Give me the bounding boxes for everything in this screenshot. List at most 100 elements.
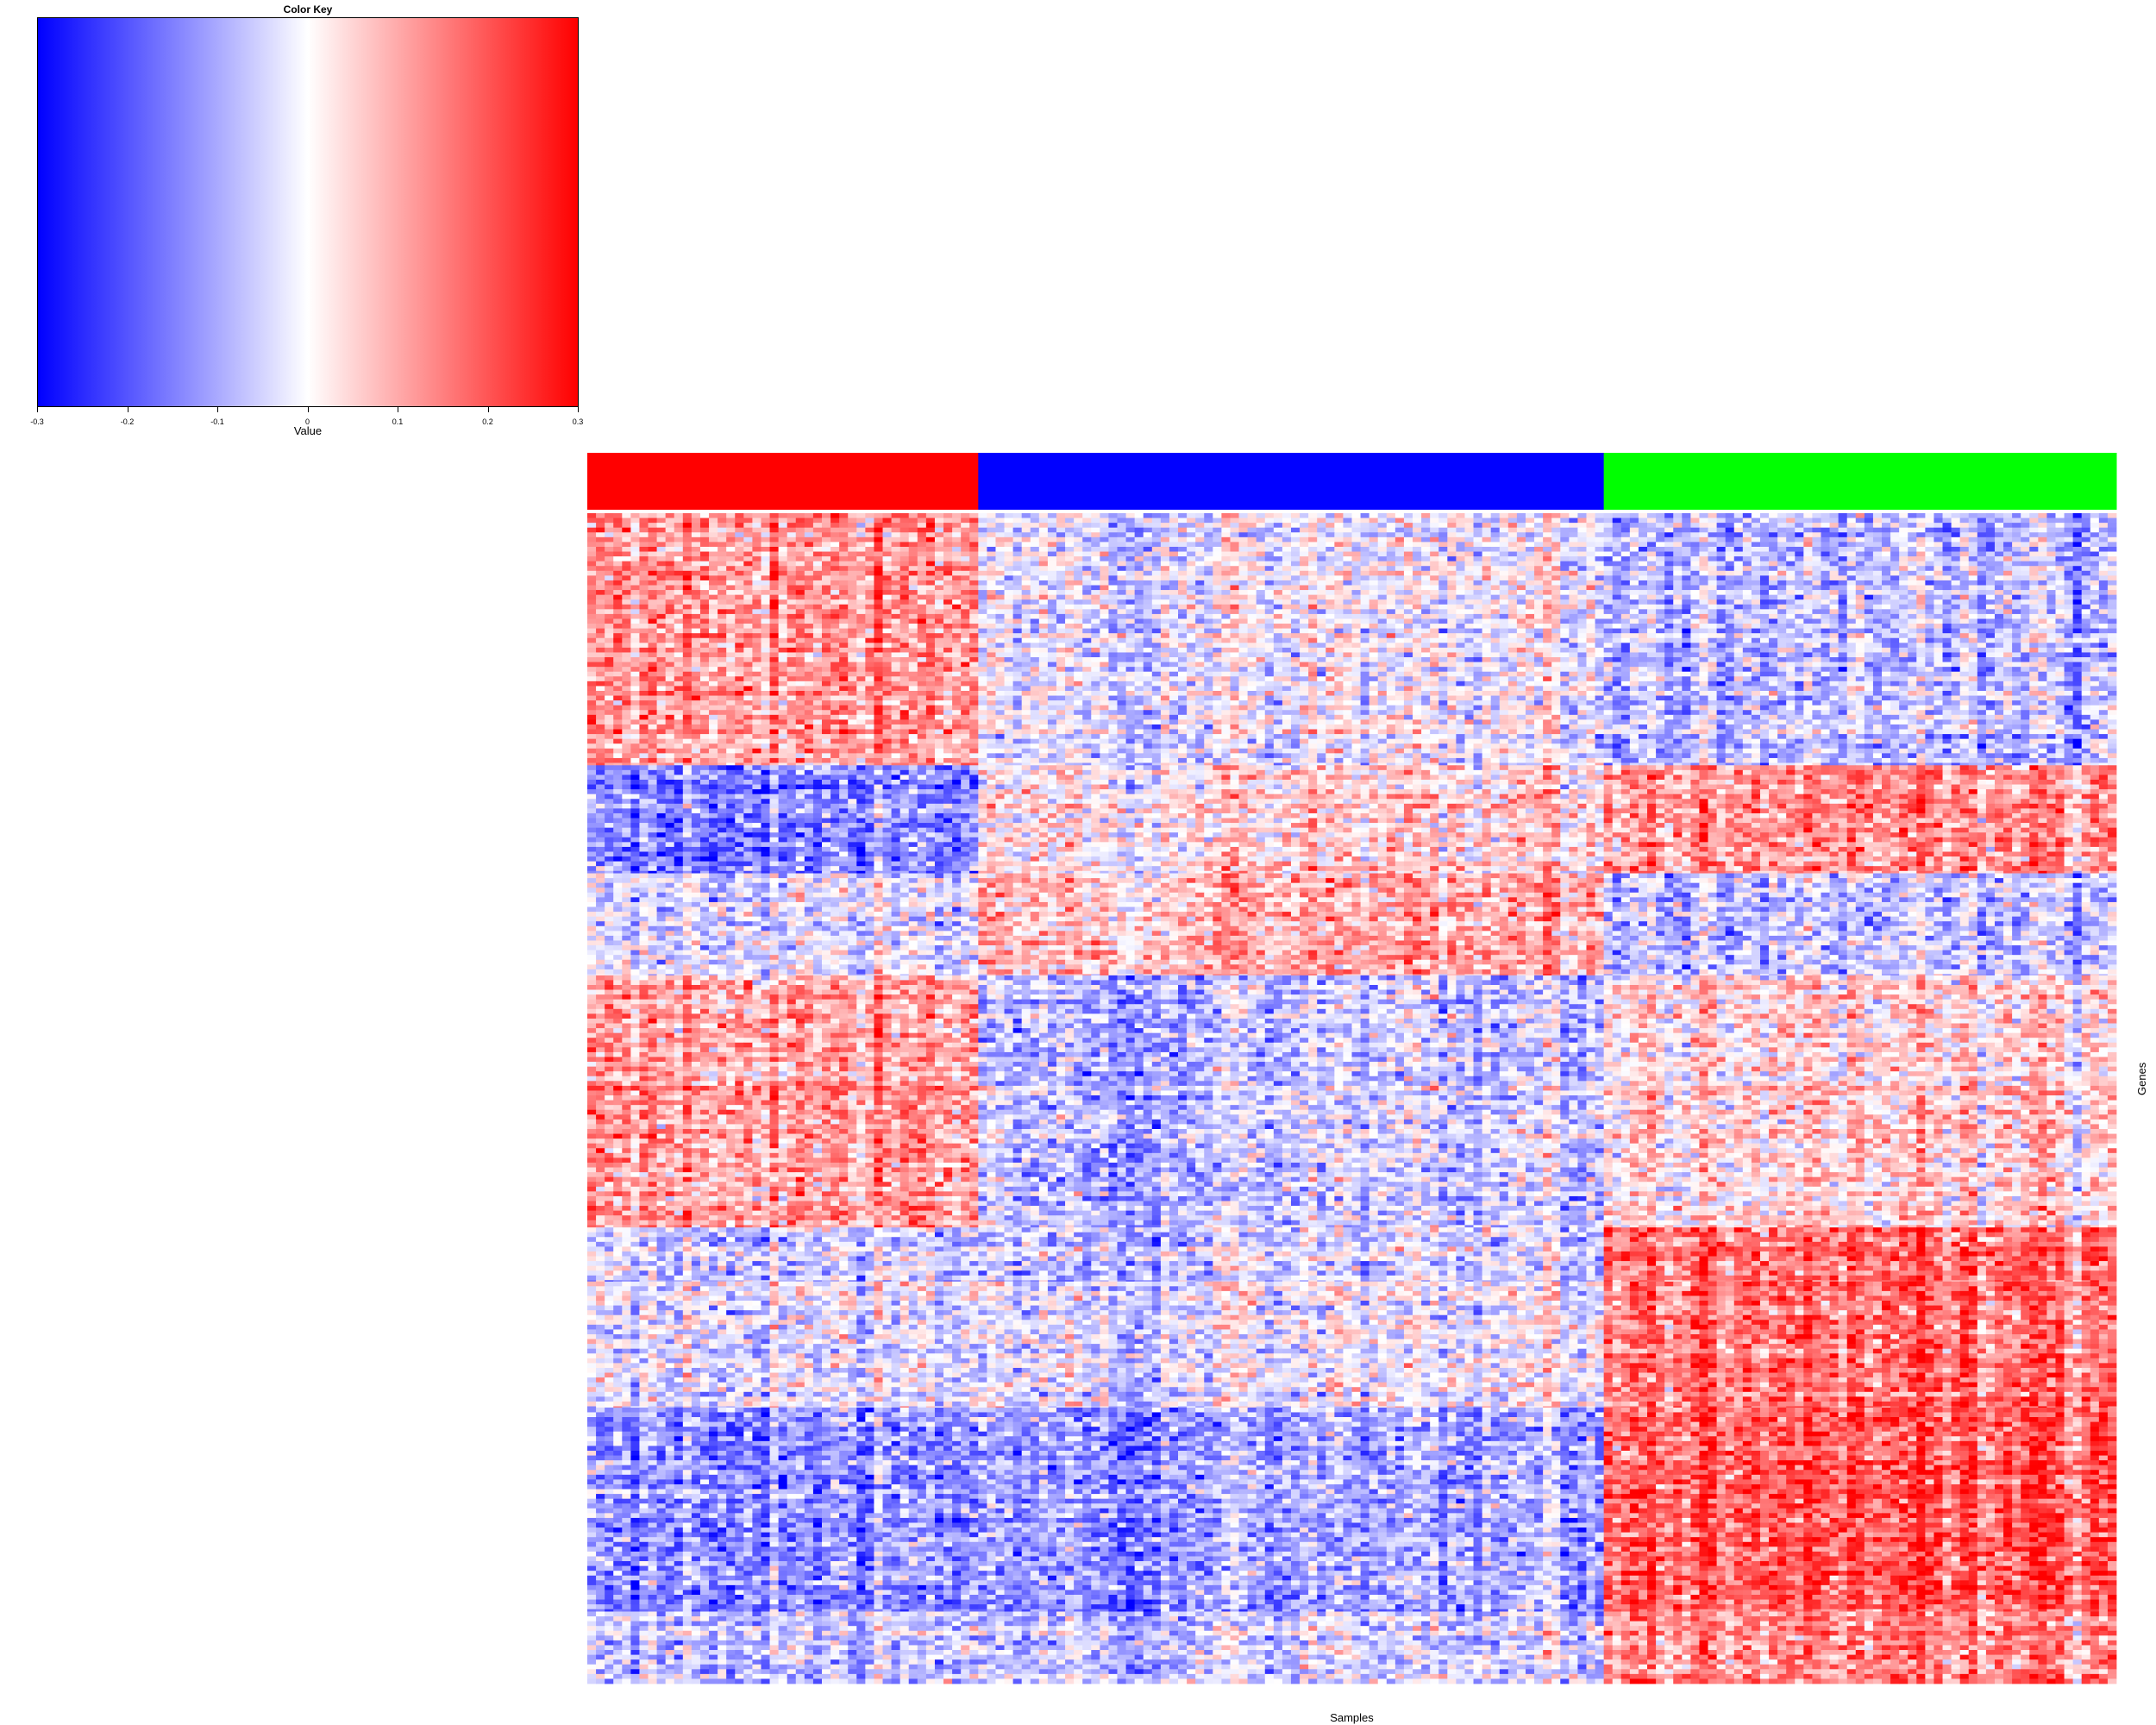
- heatmap-cell: [1274, 513, 1282, 518]
- heatmap-cell: [1022, 523, 1031, 528]
- heatmap-cell: [969, 528, 978, 533]
- heatmap-cell: [935, 513, 943, 518]
- heatmap-cell: [1334, 518, 1343, 524]
- heatmap-cell: [1821, 523, 1829, 528]
- heatmap-cell: [1856, 528, 1865, 533]
- heatmap-cell: [1135, 518, 1144, 524]
- heatmap-cell: [726, 523, 735, 528]
- heatmap-cell: [1491, 513, 1500, 518]
- heatmap-cell: [2065, 518, 2073, 524]
- heatmap-cell: [1604, 523, 1613, 528]
- heatmap-cell: [1952, 518, 1960, 524]
- heatmap-cell: [1717, 528, 1726, 533]
- heatmap-cell: [779, 518, 787, 524]
- heatmap-cells: [587, 513, 2116, 1684]
- heatmap-cell: [1013, 528, 1022, 533]
- heatmap-cell: [1343, 518, 1351, 524]
- heatmap-cell: [1291, 513, 1300, 518]
- heatmap-cell: [1430, 513, 1438, 518]
- heatmap-cell: [1777, 518, 1786, 524]
- heatmap-cell: [1387, 513, 1395, 518]
- heatmap-cell: [1734, 513, 1743, 518]
- heatmap-cell: [1118, 523, 1126, 528]
- heatmap-cell: [796, 528, 805, 533]
- heatmap-cell: [1916, 523, 1925, 528]
- heatmap-cell: [1969, 518, 1977, 524]
- heatmap-cell: [1952, 513, 1960, 518]
- heatmap-cell: [2090, 513, 2099, 518]
- heatmap-cell: [1169, 528, 1178, 533]
- heatmap-cell: [1526, 528, 1534, 533]
- heatmap-cell: [1438, 513, 1447, 518]
- heatmap-cell: [1630, 513, 1639, 518]
- heatmap-cell: [1482, 518, 1491, 524]
- heatmap-cell: [630, 518, 639, 524]
- heatmap-cell: [1022, 518, 1031, 524]
- heatmap-cell: [926, 518, 935, 524]
- heatmap-cell: [2038, 523, 2046, 528]
- heatmap-cell: [1300, 513, 1308, 518]
- heatmap-cell: [1048, 528, 1056, 533]
- heatmap-cell: [1352, 513, 1361, 518]
- heatmap-cell: [1326, 528, 1334, 533]
- heatmap-cell: [874, 528, 882, 533]
- heatmap-cell: [1144, 518, 1152, 524]
- heatmap-cell: [596, 528, 605, 533]
- heatmap-cell: [1300, 528, 1308, 533]
- heatmap-cell: [1239, 518, 1248, 524]
- heatmap-cell: [1856, 513, 1865, 518]
- heatmap-cell: [1534, 513, 1543, 518]
- heatmap-cell: [1447, 518, 1456, 524]
- heatmap-cell: [1812, 523, 1821, 528]
- heatmap-cell: [995, 523, 1004, 528]
- heatmap-cell: [657, 513, 666, 518]
- heatmap-cell: [1690, 523, 1699, 528]
- heatmap-cell: [2046, 518, 2055, 524]
- heatmap-cell: [1039, 513, 1048, 518]
- heatmap-cell: [692, 513, 700, 518]
- heatmap-cell: [2029, 513, 2038, 518]
- heatmap-cell: [718, 518, 726, 524]
- heatmap-cell: [943, 523, 952, 528]
- heatmap-cell: [1630, 528, 1639, 533]
- heatmap-cell: [1126, 513, 1135, 518]
- heatmap-cell: [735, 523, 743, 528]
- heatmap-cell: [1777, 528, 1786, 533]
- heatmap-cell: [1760, 513, 1769, 518]
- heatmap-cell: [1369, 528, 1378, 533]
- heatmap-cell: [1387, 518, 1395, 524]
- heatmap-cell: [1187, 523, 1195, 528]
- heatmap-cell: [657, 518, 666, 524]
- heatmap-cell: [1144, 523, 1152, 528]
- heatmap-cell: [1943, 518, 1952, 524]
- heatmap-cell: [1404, 523, 1413, 528]
- heatmap-cell: [1317, 528, 1326, 533]
- heatmap-cell: [2065, 513, 2073, 518]
- heatmap-cell: [1474, 523, 1482, 528]
- heatmap-cell: [1274, 518, 1282, 524]
- heatmap-cell: [1613, 528, 1621, 533]
- sample-group-bar: [978, 453, 1604, 510]
- heatmap-cell: [856, 523, 865, 528]
- heatmap-cell: [1413, 513, 1421, 518]
- heatmap-cell: [1430, 523, 1438, 528]
- heatmap-cell: [1456, 523, 1464, 528]
- heatmap-cell: [1639, 523, 1647, 528]
- heatmap-cell: [1352, 528, 1361, 533]
- heatmap-cell: [770, 528, 779, 533]
- heatmap-cell: [1551, 518, 1560, 524]
- heatmap-cell: [1586, 523, 1595, 528]
- heatmap-cell: [1604, 513, 1613, 518]
- heatmap-cell: [1048, 518, 1056, 524]
- heatmap-cell: [1491, 518, 1500, 524]
- heatmap-cell: [909, 513, 918, 518]
- heatmap-cell: [1690, 528, 1699, 533]
- heatmap-cell: [830, 518, 839, 524]
- heatmap-cell: [2055, 523, 2064, 528]
- heatmap-cell: [1847, 523, 1856, 528]
- heatmap-cell: [1500, 513, 1508, 518]
- heatmap-cell: [1682, 523, 1690, 528]
- heatmap-cell: [1108, 523, 1117, 528]
- heatmap-cell: [805, 513, 813, 518]
- heatmap-cell: [1977, 513, 1986, 518]
